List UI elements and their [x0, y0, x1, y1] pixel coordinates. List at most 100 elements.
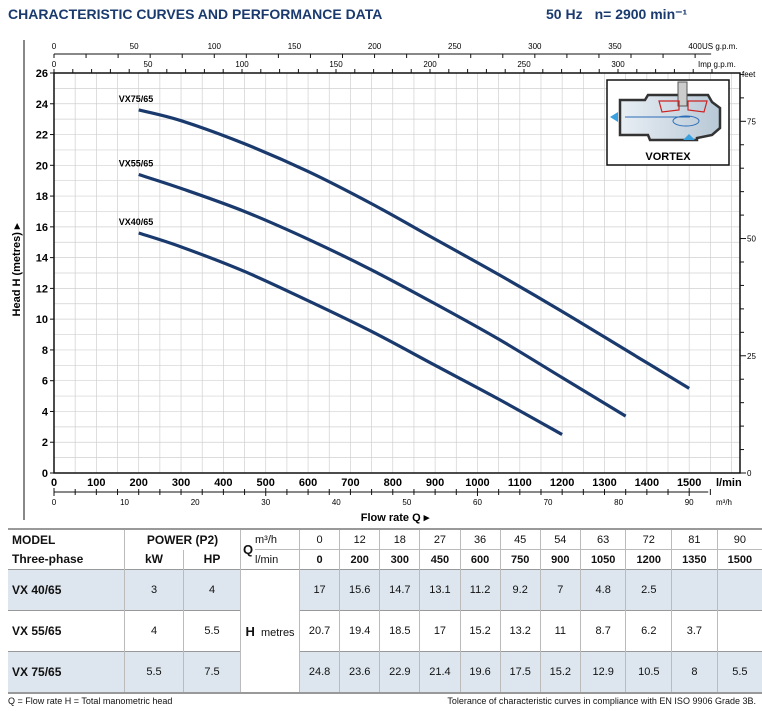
q-unit-lmin: l/min — [255, 549, 300, 570]
q-lmin-value: 200 — [339, 549, 380, 570]
us-gpm-tick-label: 400 — [688, 42, 702, 51]
head-value: 19.4 — [339, 610, 380, 652]
footer-legend: Q = Flow rate H = Total manometric head — [8, 696, 173, 706]
table-row: VX 40/65 3 4 H metres 17 15.6 14.7 13.1 11.2 9.2 7… — [8, 569, 762, 693]
x-tick-label: 200 — [130, 477, 148, 489]
us-gpm-tick-label: 150 — [288, 42, 302, 51]
q-m3h-value: 81 — [671, 529, 718, 550]
y-tick-label: 6 — [42, 376, 48, 388]
x-tick-label: 1100 — [508, 477, 532, 489]
x-axis-title: Flow rate Q ▸ — [361, 512, 430, 524]
power-kw: 5.5 — [124, 651, 184, 693]
head-value: 17.5 — [499, 651, 541, 693]
y-axis-title: Head H (metres) ▸ — [11, 223, 23, 316]
us-gpm-unit-label: US g.p.m. — [702, 42, 738, 51]
head-value: 2.5 — [625, 569, 672, 611]
q-m3h-value: 72 — [625, 529, 672, 550]
kw-header: kW — [124, 549, 184, 570]
q-m3h-value: 12 — [339, 529, 380, 550]
y-tick-label: 24 — [36, 99, 49, 111]
m3h-tick-label: 60 — [473, 498, 482, 507]
power-hp: 7.5 — [183, 651, 241, 693]
q-lmin-value: 600 — [459, 549, 501, 570]
q-lmin-value: 1200 — [625, 549, 672, 570]
curve-vx55-65 — [138, 173, 627, 418]
q-m3h-value: 0 — [298, 529, 340, 550]
y-tick-label: 26 — [36, 68, 48, 80]
head-value: 14.7 — [379, 569, 420, 611]
imp-gpm-tick-label: 200 — [423, 60, 437, 69]
feet-unit-label: feet — [742, 70, 756, 79]
y-tick-label: 10 — [36, 314, 48, 326]
q-lmin-value: 300 — [379, 549, 420, 570]
x-tick-label: 900 — [426, 477, 444, 489]
imp-gpm-tick-label: 300 — [611, 60, 625, 69]
power-hp: 5.5 — [183, 610, 241, 652]
head-value: 15.2 — [539, 651, 581, 693]
head-value: 23.6 — [339, 651, 380, 693]
model-name: VX 55/65 — [8, 610, 125, 652]
m3h-tick-label: 10 — [120, 498, 129, 507]
power-kw: 3 — [124, 569, 184, 611]
vortex-impeller-diagram — [606, 79, 730, 166]
head-value: 22.9 — [379, 651, 420, 693]
power-header: POWER (P2) — [124, 529, 241, 550]
table-header-row: Three-phase kW HP l/min 0 200 300 450 600 750 900 1… — [8, 549, 762, 570]
m3h-tick-label: 20 — [191, 498, 200, 507]
y-tick-label: 8 — [42, 345, 48, 357]
q-lmin-value: 900 — [539, 549, 581, 570]
q-m3h-value: 45 — [499, 529, 541, 550]
x-tick-label: 1000 — [465, 477, 489, 489]
imp-gpm-tick-label: 50 — [144, 60, 153, 69]
m3h-tick-label: 0 — [52, 498, 57, 507]
q-m3h-value: 90 — [716, 529, 762, 550]
imp-gpm-tick-label: 250 — [517, 60, 531, 69]
y-tick-label: 0 — [42, 468, 48, 480]
head-value: 18.5 — [379, 610, 420, 652]
q-lmin-value: 450 — [419, 549, 460, 570]
curve-vx40-65 — [138, 231, 563, 436]
head-value: 10.5 — [625, 651, 672, 693]
x-tick-label: 300 — [172, 477, 190, 489]
y-tick-label: 12 — [36, 283, 48, 295]
y-tick-label: 18 — [36, 191, 48, 203]
head-value: 3.7 — [671, 610, 718, 652]
m3h-tick-label: 30 — [261, 498, 270, 507]
head-value: 8 — [671, 651, 718, 693]
q-lmin-value: 750 — [499, 549, 541, 570]
x-tick-label: 1200 — [550, 477, 574, 489]
x-tick-label: 700 — [341, 477, 359, 489]
footer-tolerance: Tolerance of characteristic curves in co… — [447, 696, 756, 706]
head-value: 8.7 — [579, 610, 626, 652]
head-value: 12.9 — [579, 651, 626, 693]
table-row: VX 55/65 4 5.5 20.7 19.4 18.5 17 15.2 13.2 11 8.7 6… — [8, 610, 762, 652]
x-tick-label: 1500 — [677, 477, 701, 489]
us-gpm-tick-label: 0 — [52, 42, 57, 51]
y-tick-label: 14 — [36, 253, 49, 265]
speed: n= 2900 min⁻¹ — [594, 6, 688, 22]
head-value: 5.5 — [716, 651, 762, 693]
power-kw: 4 — [124, 610, 184, 652]
table-row: VX 75/65 5.5 7.5 24.8 23.6 22.9 21.4 19.6 17.5 15… — [8, 651, 762, 693]
q-m3h-value: 63 — [579, 529, 626, 550]
x-tick-label: 600 — [299, 477, 317, 489]
us-gpm-tick-label: 300 — [528, 42, 542, 51]
head-value: 4.8 — [579, 569, 626, 611]
y-tick-label: 16 — [36, 222, 48, 234]
x-tick-label: 1400 — [635, 477, 659, 489]
h-label: H metres — [240, 569, 300, 693]
y-tick-label: 20 — [36, 160, 48, 172]
feet-tick-label: 50 — [747, 235, 756, 244]
head-value: 20.7 — [298, 610, 340, 652]
us-gpm-tick-label: 250 — [448, 42, 462, 51]
curve-vx75-65 — [138, 108, 691, 390]
q-m3h-value: 27 — [419, 529, 460, 550]
head-value: 11.2 — [459, 569, 501, 611]
m3h-tick-label: 40 — [332, 498, 341, 507]
head-value: 24.8 — [298, 651, 340, 693]
q-m3h-value: 36 — [459, 529, 501, 550]
imp-gpm-tick-label: 150 — [329, 60, 343, 69]
q-lmin-value: 1500 — [716, 549, 762, 570]
